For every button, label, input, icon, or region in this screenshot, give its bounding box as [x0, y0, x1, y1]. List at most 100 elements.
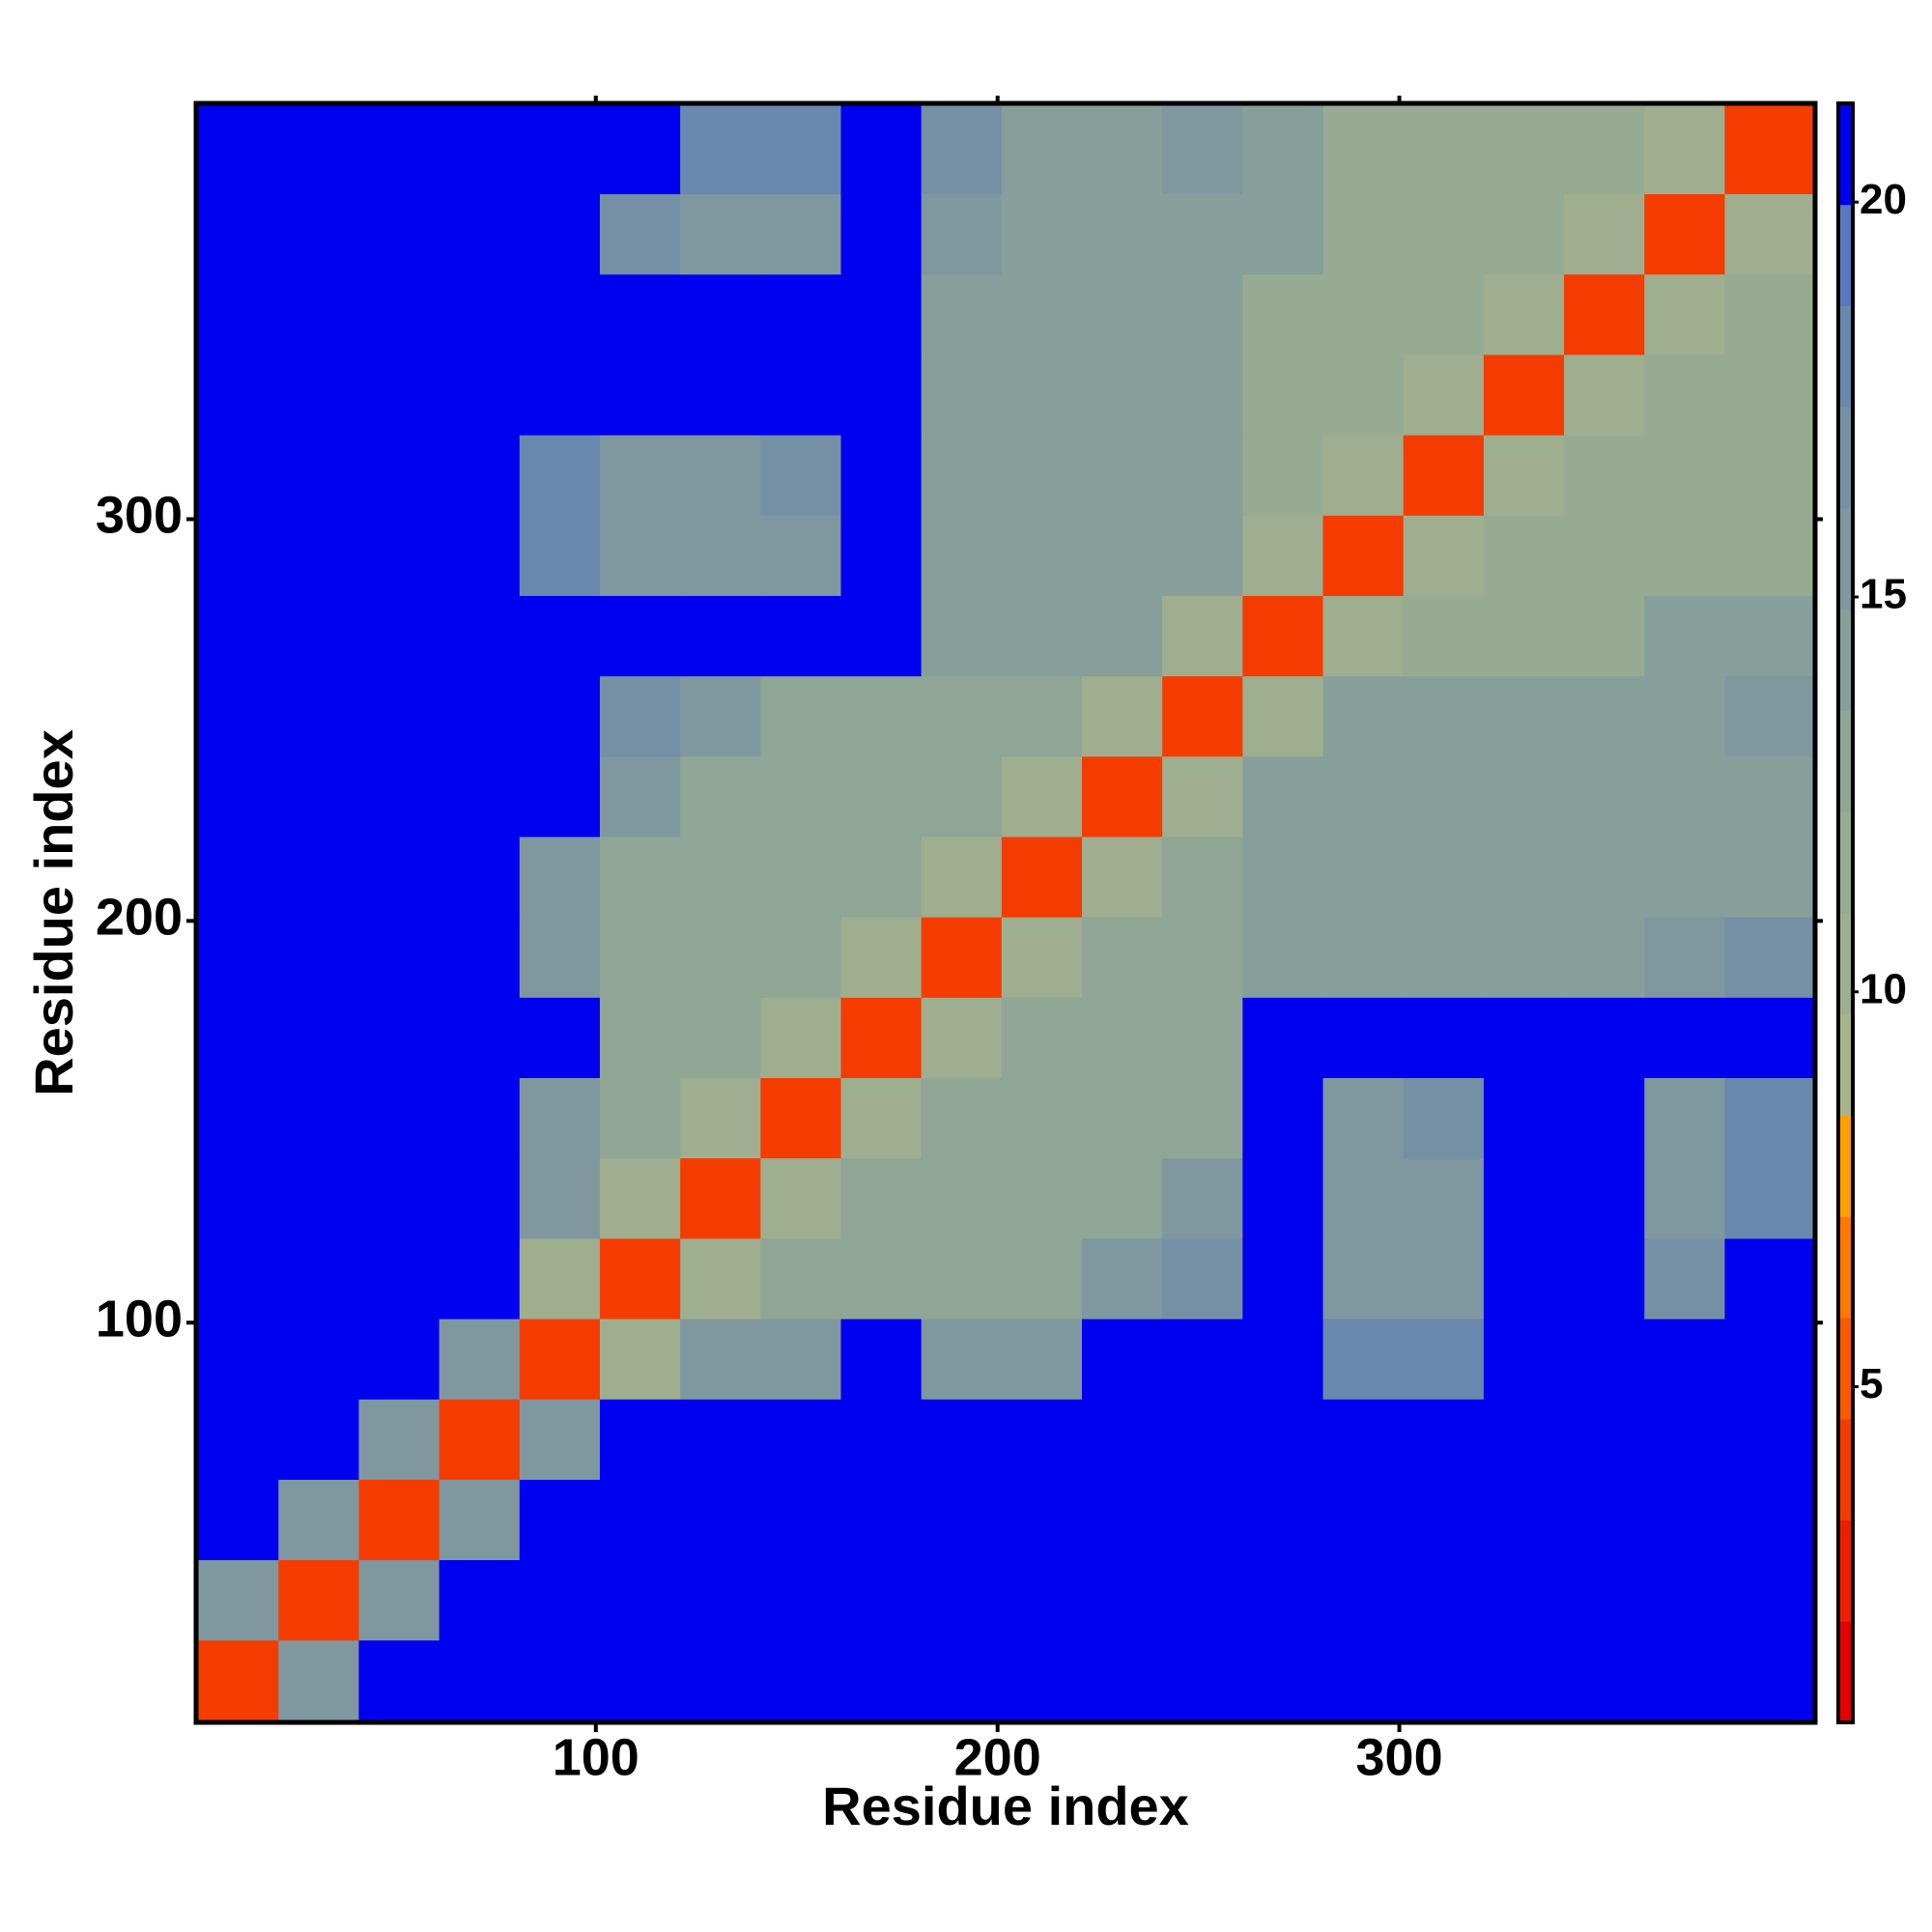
heatmap-cell — [680, 1157, 761, 1239]
heatmap-cell — [1001, 836, 1083, 918]
heatmap-cell — [599, 997, 681, 1079]
heatmap-cell — [439, 675, 521, 757]
heatmap-cell — [1082, 105, 1163, 195]
heatmap-cell — [1564, 273, 1645, 355]
heatmap-cell — [599, 1559, 681, 1641]
heatmap-cell — [439, 1319, 521, 1400]
heatmap-cell — [1082, 997, 1163, 1079]
heatmap-cell — [921, 1559, 1003, 1641]
heatmap-cell — [1001, 1559, 1083, 1641]
heatmap-cell — [198, 836, 279, 918]
heatmap-cell — [760, 515, 841, 596]
heatmap-cell — [278, 273, 359, 355]
heatmap-cell — [1242, 675, 1324, 757]
heatmap-cell — [921, 515, 1003, 596]
heatmap-cell — [599, 193, 681, 275]
heatmap-cell — [1242, 105, 1324, 195]
heatmap-cell — [1322, 836, 1405, 918]
heatmap-cell — [519, 1157, 601, 1239]
heatmap-cell — [1564, 1157, 1645, 1239]
heatmap-cell — [198, 1639, 279, 1721]
colorbar-level — [1838, 103, 1853, 206]
heatmap-cell — [921, 193, 1003, 275]
heatmap-cell — [840, 1237, 923, 1320]
heatmap-cell — [1322, 1479, 1405, 1561]
heatmap-cell — [1162, 1157, 1243, 1239]
heatmap-cell — [358, 1399, 440, 1480]
heatmap-cell — [1644, 1479, 1725, 1561]
heatmap-cell — [278, 755, 359, 838]
heatmap-cell — [358, 997, 440, 1079]
heatmap-cell — [1322, 675, 1405, 757]
heatmap-cell — [1564, 1639, 1645, 1721]
heatmap-cell — [921, 1479, 1003, 1561]
heatmap-cell — [1082, 917, 1163, 998]
heatmap-cell — [921, 1319, 1003, 1400]
heatmap-cell — [1403, 675, 1485, 757]
heatmap-cell — [1724, 1639, 1814, 1721]
heatmap-cell — [519, 1399, 601, 1480]
heatmap-cell — [1483, 1559, 1565, 1641]
heatmap-cell — [1001, 675, 1083, 757]
heatmap-cell — [1242, 755, 1324, 838]
heatmap-cell — [1162, 755, 1243, 838]
heatmap-cell — [840, 1559, 923, 1641]
heatmap-cell — [1001, 1237, 1083, 1320]
heatmap-cell — [921, 675, 1003, 757]
heatmap-cell — [1082, 354, 1163, 436]
heatmap-cell — [1564, 675, 1645, 757]
heatmap-cell — [840, 273, 923, 355]
heatmap-cell — [1724, 515, 1814, 596]
heatmap-cell — [1001, 1077, 1083, 1159]
heatmap-cell — [1403, 1399, 1485, 1480]
heatmap-cell — [1082, 1479, 1163, 1561]
heatmap-cell — [1403, 354, 1485, 436]
heatmap-cell — [1001, 435, 1083, 516]
heatmap-cell — [1162, 1559, 1243, 1641]
heatmap-cell — [439, 1077, 521, 1159]
heatmap-cell — [358, 515, 440, 596]
heatmap-cell — [1483, 1157, 1565, 1239]
heatmap-cell — [1483, 1479, 1565, 1561]
heatmap-cell — [1162, 675, 1243, 757]
heatmap-cell — [1724, 836, 1814, 918]
x-tick-label: 300 — [1356, 1728, 1443, 1786]
heatmap-cell — [439, 1479, 521, 1561]
heatmap-cell — [1644, 675, 1725, 757]
heatmap-cell — [599, 675, 681, 757]
heatmap-cell — [1082, 1157, 1163, 1239]
heatmap-cell — [760, 193, 841, 275]
colorbar-level — [1838, 1013, 1853, 1116]
heatmap-cell — [1483, 435, 1565, 516]
heatmap-cell — [1242, 1399, 1324, 1480]
heatmap-cell — [358, 836, 440, 918]
heatmap-cell — [1082, 273, 1163, 355]
heatmap-cell — [1082, 515, 1163, 596]
heatmap-cell — [1403, 515, 1485, 596]
heatmap-cell — [1403, 595, 1485, 677]
heatmap-cell — [1644, 105, 1725, 195]
heatmap-cell — [1724, 1479, 1814, 1561]
heatmap-cell — [599, 1479, 681, 1561]
heatmap-cell — [278, 435, 359, 516]
heatmap-cell — [921, 997, 1003, 1079]
heatmap-cell — [519, 1559, 601, 1641]
heatmap-cell — [198, 354, 279, 436]
colorbar-tick-label: 15 — [1860, 571, 1907, 618]
heatmap-cell — [278, 1559, 359, 1641]
heatmap-cell — [1082, 836, 1163, 918]
x-tick-label: 200 — [954, 1728, 1041, 1786]
heatmap-cell — [198, 105, 279, 195]
heatmap-cell — [358, 1479, 440, 1561]
heatmap-cell — [599, 1157, 681, 1239]
heatmap-cell — [1564, 515, 1645, 596]
heatmap-cell — [1483, 1399, 1565, 1480]
heatmap-cell — [1082, 1319, 1163, 1400]
heatmap-cell — [278, 675, 359, 757]
heatmap-cell — [198, 755, 279, 838]
heatmap-cell — [680, 1319, 761, 1400]
heatmap-cell — [1724, 435, 1814, 516]
heatmap-cell — [278, 1319, 359, 1400]
heatmap-cell — [439, 917, 521, 998]
heatmap-cell — [1242, 435, 1324, 516]
